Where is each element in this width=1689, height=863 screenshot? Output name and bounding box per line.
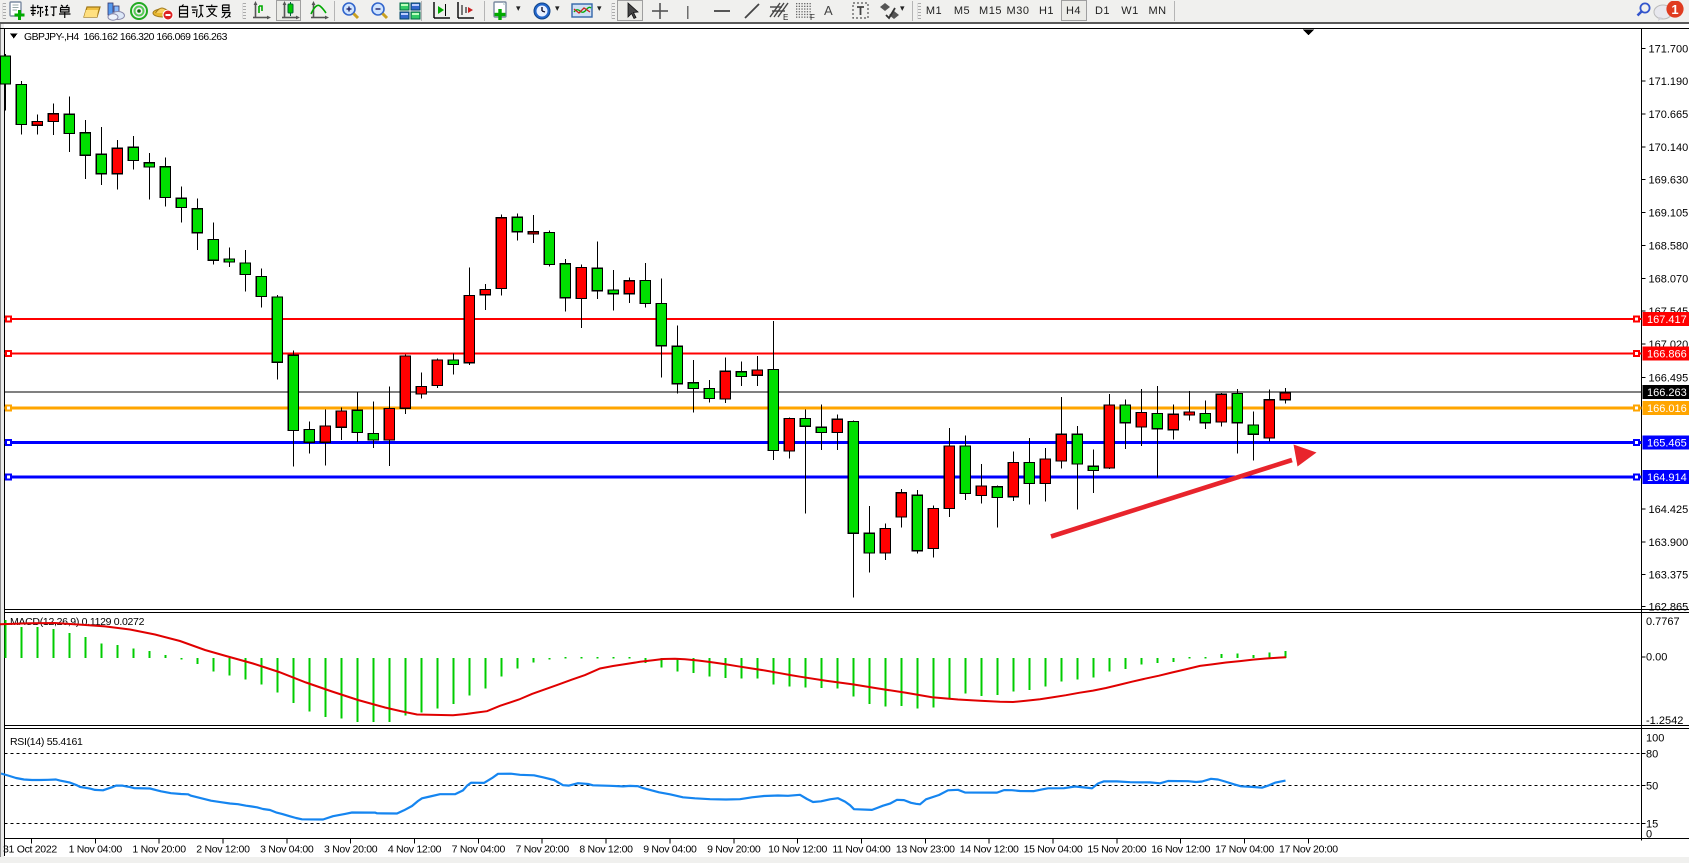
svg-text:170.140: 170.140 xyxy=(1649,142,1689,154)
svg-text:80: 80 xyxy=(1646,749,1658,761)
svg-text:100: 100 xyxy=(1646,733,1664,745)
svg-text:7 Nov 20:00: 7 Nov 20:00 xyxy=(516,844,570,856)
svg-text:166.016: 166.016 xyxy=(1647,403,1687,415)
svg-text:RSI(14) 55.4161: RSI(14) 55.4161 xyxy=(10,736,83,748)
svg-text:3 Nov 04:00: 3 Nov 04:00 xyxy=(260,844,314,856)
svg-text:8 Nov 12:00: 8 Nov 12:00 xyxy=(579,844,633,856)
svg-text:170.665: 170.665 xyxy=(1649,109,1689,121)
svg-text:15 Nov 04:00: 15 Nov 04:00 xyxy=(1024,844,1083,856)
svg-text:171.190: 171.190 xyxy=(1649,76,1689,88)
svg-text:13 Nov 23:00: 13 Nov 23:00 xyxy=(896,844,955,856)
svg-text:11 Nov 04:00: 11 Nov 04:00 xyxy=(832,844,891,856)
svg-text:1 Nov 20:00: 1 Nov 20:00 xyxy=(132,844,186,856)
svg-text:15 Nov 20:00: 15 Nov 20:00 xyxy=(1087,844,1146,856)
svg-text:166.263: 166.263 xyxy=(1647,387,1687,399)
svg-text:1 Nov 04:00: 1 Nov 04:00 xyxy=(69,844,123,856)
svg-text:0.00: 0.00 xyxy=(1646,652,1667,664)
svg-text:162.865: 162.865 xyxy=(1649,602,1689,614)
svg-text:31 Oct 2022: 31 Oct 2022 xyxy=(3,844,57,856)
svg-text:165.465: 165.465 xyxy=(1647,438,1687,450)
svg-text:3 Nov 20:00: 3 Nov 20:00 xyxy=(324,844,378,856)
svg-text:MACD(12,26,9) 0.1129 0.0272: MACD(12,26,9) 0.1129 0.0272 xyxy=(10,616,145,628)
svg-text:16 Nov 12:00: 16 Nov 12:00 xyxy=(1151,844,1210,856)
svg-text:0: 0 xyxy=(1646,829,1652,841)
svg-text:171.700: 171.700 xyxy=(1649,44,1689,56)
svg-text:17 Nov 20:00: 17 Nov 20:00 xyxy=(1279,844,1338,856)
svg-text:9 Nov 20:00: 9 Nov 20:00 xyxy=(707,844,761,856)
svg-text:9 Nov 04:00: 9 Nov 04:00 xyxy=(643,844,697,856)
svg-text:164.425: 164.425 xyxy=(1649,504,1689,516)
svg-text:166.495: 166.495 xyxy=(1649,373,1689,385)
svg-text:-1.2542: -1.2542 xyxy=(1646,715,1683,727)
svg-text:4 Nov 12:00: 4 Nov 12:00 xyxy=(388,844,442,856)
svg-text:2 Nov 12:00: 2 Nov 12:00 xyxy=(196,844,250,856)
svg-text:10 Nov 12:00: 10 Nov 12:00 xyxy=(768,844,827,856)
svg-text:7 Nov 04:00: 7 Nov 04:00 xyxy=(452,844,506,856)
svg-text:166.866: 166.866 xyxy=(1647,349,1687,361)
svg-text:0.7767: 0.7767 xyxy=(1646,616,1680,628)
svg-text:169.630: 169.630 xyxy=(1649,175,1689,187)
svg-text:17 Nov 04:00: 17 Nov 04:00 xyxy=(1215,844,1274,856)
svg-text:F: F xyxy=(810,13,815,21)
svg-text:169.105: 169.105 xyxy=(1649,208,1689,220)
svg-text:167.417: 167.417 xyxy=(1647,314,1687,326)
svg-text:163.900: 163.900 xyxy=(1649,537,1689,549)
svg-text:GBPJPY-,H4 166.162 166.320 16: GBPJPY-,H4 166.162 166.320 166.069 166.2… xyxy=(24,32,228,43)
svg-text:164.914: 164.914 xyxy=(1647,472,1687,484)
svg-text:50: 50 xyxy=(1646,781,1658,793)
svg-text:1: 1 xyxy=(1671,2,1678,17)
svg-text:168.070: 168.070 xyxy=(1649,274,1689,286)
svg-text:163.375: 163.375 xyxy=(1649,570,1689,582)
svg-text:168.580: 168.580 xyxy=(1649,241,1689,253)
svg-text:15: 15 xyxy=(1646,819,1658,831)
svg-text:14 Nov 12:00: 14 Nov 12:00 xyxy=(960,844,1019,856)
svg-text:E: E xyxy=(783,13,788,21)
